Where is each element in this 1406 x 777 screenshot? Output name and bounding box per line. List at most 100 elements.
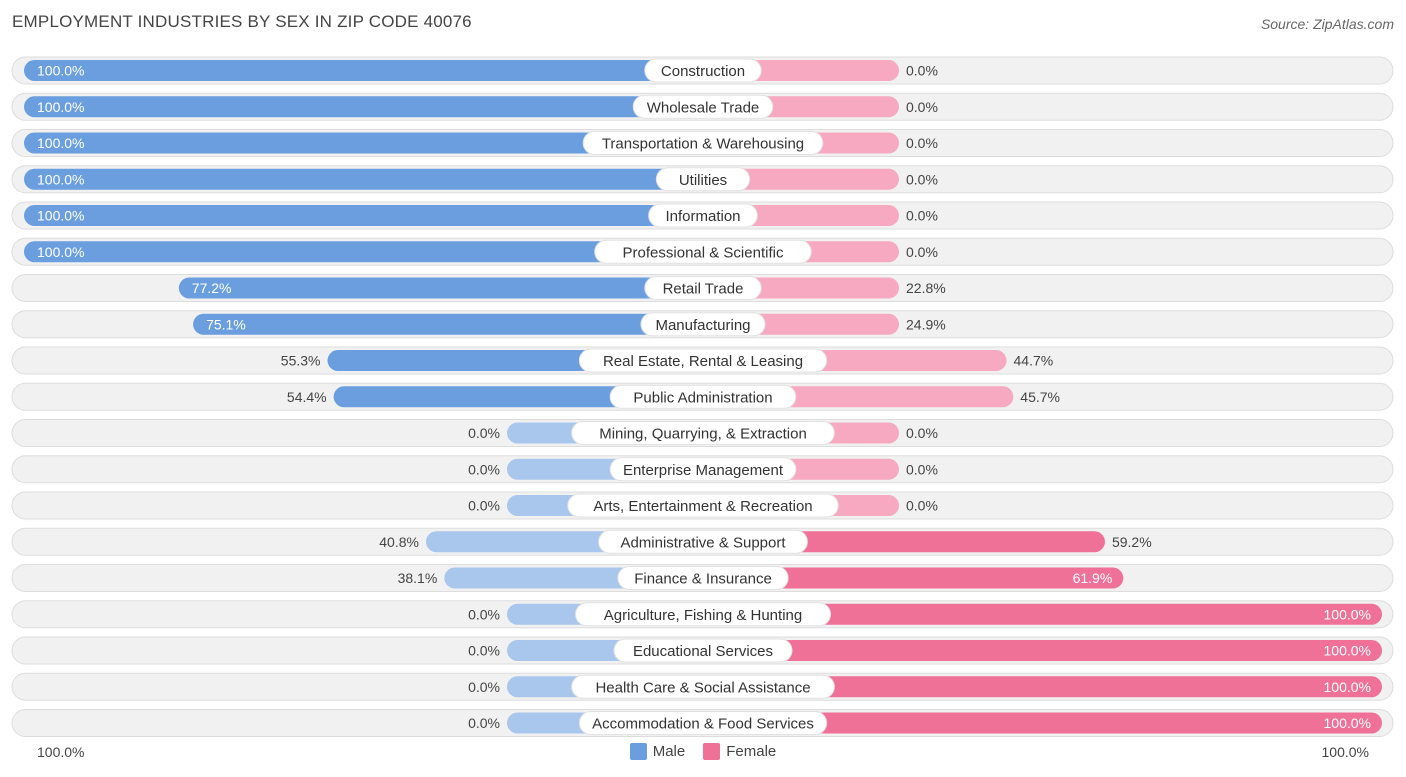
female-bar — [703, 640, 1382, 661]
category-label: Wholesale Trade — [647, 99, 760, 116]
category-pill — [632, 94, 774, 119]
category-label: Professional & Scientific — [623, 244, 784, 261]
female-value-label: 0.0% — [906, 171, 938, 187]
female-value-label: 44.7% — [1014, 353, 1054, 369]
category-label: Construction — [661, 63, 745, 80]
female-value-label: 45.7% — [1020, 389, 1060, 405]
male-value-label: 0.0% — [468, 461, 500, 477]
male-value-label: 75.1% — [206, 316, 246, 332]
male-value-label: 0.0% — [468, 606, 500, 622]
category-label: Finance & Insurance — [634, 571, 772, 588]
female-value-label: 100.0% — [1324, 643, 1371, 659]
legend-swatch-female — [703, 743, 721, 760]
category-pill — [594, 239, 812, 264]
category-label: Manufacturing — [655, 317, 750, 334]
axis-left-label: 100.0% — [37, 744, 85, 760]
male-bar — [24, 168, 703, 190]
source-label: Source: ZipAtlas.com — [1260, 16, 1394, 32]
category-label: Utilities — [679, 172, 727, 189]
male-value-label: 77.2% — [192, 280, 232, 296]
female-bar — [703, 712, 1382, 734]
female-value-label: 0.0% — [906, 244, 938, 260]
category-label: Accommodation & Food Services — [592, 716, 814, 733]
category-label: Administrative & Support — [620, 534, 786, 551]
male-bar — [24, 96, 703, 118]
category-pill — [598, 529, 808, 554]
category-pill — [609, 457, 797, 482]
category-pill — [575, 602, 831, 627]
category-pill — [609, 384, 797, 409]
category-label: Real Estate, Rental & Leasing — [603, 353, 803, 370]
female-value-label: 100.0% — [1324, 606, 1371, 622]
male-value-label: 0.0% — [468, 425, 500, 441]
female-value-label: 0.0% — [906, 99, 938, 115]
male-bar — [24, 205, 703, 226]
category-pill — [582, 131, 824, 155]
category-label: Enterprise Management — [623, 462, 784, 479]
male-value-label: 100.0% — [37, 99, 84, 115]
legend-item-male[interactable]: Male — [629, 743, 686, 760]
category-pill — [655, 167, 751, 192]
legend-label-male: Male — [652, 743, 686, 760]
category-label: Information — [665, 208, 740, 225]
female-value-label: 100.0% — [1324, 715, 1371, 731]
male-bar — [24, 241, 703, 263]
category-label: Educational Services — [633, 643, 773, 660]
category-label: Transportation & Warehousing — [602, 136, 804, 153]
category-pill — [617, 566, 789, 590]
male-value-label: 0.0% — [468, 498, 500, 514]
male-value-label: 100.0% — [37, 135, 84, 151]
category-label: Health Care & Social Assistance — [595, 679, 810, 696]
category-label: Arts, Entertainment & Recreation — [593, 498, 812, 515]
female-value-label: 0.0% — [906, 135, 938, 151]
male-value-label: 55.3% — [281, 353, 321, 369]
female-value-label: 24.9% — [906, 316, 946, 332]
category-pill — [571, 421, 835, 445]
male-value-label: 100.0% — [37, 63, 84, 79]
chart-title: EMPLOYMENT INDUSTRIES BY SEX IN ZIP CODE… — [12, 12, 472, 31]
legend-swatch-male — [629, 743, 647, 760]
female-value-label: 0.0% — [906, 498, 938, 514]
male-bar — [24, 132, 703, 154]
bar-chart: 100.0% 0.0% Construction 100.0% 0.0% Wholesal… — [11, 56, 1394, 737]
male-bar — [333, 386, 703, 408]
male-value-label: 38.1% — [398, 570, 438, 586]
female-value-label: 0.0% — [906, 425, 938, 441]
male-value-label: 40.8% — [379, 534, 419, 550]
axis-right-label: 100.0% — [1321, 744, 1369, 760]
category-pill — [578, 711, 828, 735]
category-pill — [644, 276, 762, 300]
male-value-label: 100.0% — [37, 244, 84, 260]
legend-label-female: Female — [726, 743, 777, 760]
female-value-label: 61.9% — [1073, 570, 1113, 586]
category-pill — [578, 348, 828, 373]
male-bar — [24, 60, 703, 81]
male-bar — [178, 277, 703, 299]
male-value-label: 0.0% — [468, 679, 500, 695]
female-value-label: 59.2% — [1112, 534, 1152, 550]
female-value-label: 0.0% — [906, 63, 938, 79]
category-pill — [571, 674, 835, 699]
category-pill — [640, 312, 766, 337]
female-bar — [703, 567, 1124, 589]
category-label: Mining, Quarrying, & Extraction — [599, 426, 807, 443]
female-value-label: 100.0% — [1324, 679, 1371, 695]
category-label: Public Administration — [633, 389, 772, 406]
female-bar — [703, 676, 1382, 698]
male-bar — [193, 313, 704, 335]
category-label: Retail Trade — [663, 281, 744, 298]
legend: Male Female — [0, 743, 1406, 760]
category-pill — [567, 493, 839, 518]
female-bar — [703, 603, 1382, 625]
category-label: Agriculture, Fishing & Hunting — [604, 607, 802, 624]
female-value-label: 0.0% — [906, 461, 938, 477]
female-value-label: 22.8% — [906, 280, 946, 296]
male-value-label: 0.0% — [468, 715, 500, 731]
female-bar — [703, 168, 899, 190]
male-value-label: 0.0% — [468, 643, 500, 659]
legend-item-female[interactable]: Female — [703, 743, 776, 760]
category-pill — [644, 58, 762, 83]
category-pill — [648, 203, 758, 228]
male-value-label: 100.0% — [37, 208, 84, 224]
category-pill — [613, 638, 793, 663]
